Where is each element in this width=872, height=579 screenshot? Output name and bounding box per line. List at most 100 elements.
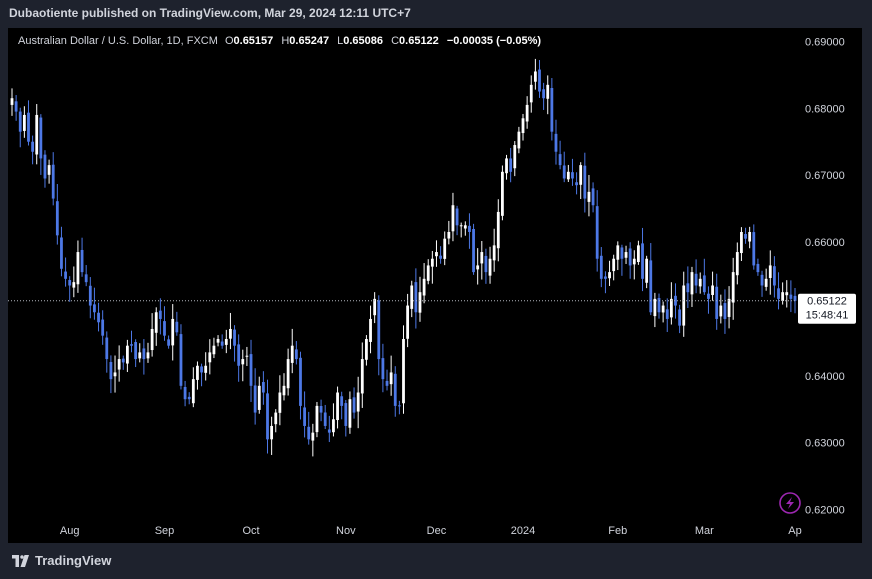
candle — [138, 343, 142, 363]
candle — [14, 95, 18, 121]
candle — [740, 227, 743, 262]
candle-body — [422, 278, 426, 296]
candle-body — [484, 255, 488, 273]
candle — [18, 107, 22, 148]
candle — [311, 423, 315, 457]
candle — [562, 151, 566, 183]
candle-body — [760, 274, 764, 286]
candle-body — [377, 300, 381, 360]
candle-body — [517, 131, 521, 149]
candle-body — [435, 252, 438, 257]
price-axis[interactable]: 0.690000.680000.670000.660000.650000.640… — [805, 36, 845, 516]
candle — [616, 241, 620, 271]
candle-body — [575, 182, 578, 186]
candle — [719, 294, 723, 324]
candle — [253, 368, 257, 425]
candle-body — [389, 372, 393, 385]
candle-body — [257, 385, 261, 410]
candle-body — [505, 158, 508, 174]
low-label: L — [337, 35, 344, 47]
change-value: −0.00035 (−0.05%) — [446, 35, 542, 47]
candle-body — [608, 272, 611, 279]
candle-body — [645, 258, 649, 283]
candle-body — [348, 399, 352, 428]
candle — [715, 273, 719, 330]
tradingview-brand[interactable]: TradingView — [12, 553, 111, 568]
candle — [72, 266, 76, 298]
candle — [257, 376, 261, 414]
candle-body — [43, 154, 47, 179]
candle-body — [674, 295, 677, 306]
candle — [711, 271, 714, 301]
candle — [509, 147, 513, 183]
candle — [645, 255, 649, 289]
time-tick-label: Feb — [608, 525, 627, 537]
candle-body — [492, 245, 496, 261]
candle — [451, 192, 455, 242]
chart-panel[interactable]: 0.690000.680000.670000.660000.650000.640… — [8, 28, 862, 543]
candle-body — [501, 171, 504, 216]
candle — [84, 265, 88, 287]
candle-body — [27, 112, 30, 142]
candle-body — [406, 305, 410, 339]
candle — [158, 298, 162, 335]
candle — [459, 222, 463, 238]
close-value: 0.65122 — [399, 35, 439, 47]
time-axis[interactable]: Aug Sep Oct Nov Dec 2024 Feb Mar Ap — [60, 525, 802, 537]
candle-body — [282, 385, 286, 396]
candle-body — [591, 188, 595, 206]
candle-body — [752, 232, 756, 266]
candle — [661, 301, 665, 323]
candle-body — [39, 117, 43, 159]
candle-body — [735, 252, 739, 276]
candle-body — [554, 133, 558, 152]
candle-body — [525, 104, 529, 122]
candle-body — [748, 231, 752, 242]
candle — [463, 221, 467, 236]
candle-body — [781, 292, 785, 301]
candle — [566, 164, 570, 182]
candle-body — [669, 298, 673, 318]
candle — [10, 88, 14, 116]
candle-body — [682, 285, 686, 326]
candle — [332, 403, 335, 437]
lightning-icon[interactable] — [779, 492, 801, 514]
candle-body — [76, 252, 80, 285]
candle — [365, 335, 368, 366]
symbol-description[interactable]: Australian Dollar / U.S. Dollar, 1D, FXC… — [18, 35, 218, 47]
candlestick-chart[interactable]: 0.690000.680000.670000.660000.650000.640… — [8, 28, 862, 543]
candle-body — [229, 328, 232, 339]
candle-body — [187, 396, 191, 400]
candle — [191, 367, 195, 408]
candle — [517, 126, 521, 154]
candle-body — [323, 412, 327, 426]
candle-body — [550, 88, 554, 132]
candle — [430, 250, 434, 284]
candle-body — [158, 310, 162, 319]
price-tick-label: 0.63000 — [805, 438, 845, 450]
candle — [261, 371, 265, 405]
candle-body — [661, 305, 665, 313]
candle-body — [125, 345, 129, 364]
candle-body — [571, 172, 574, 179]
time-tick-label: Oct — [242, 525, 259, 537]
candle — [529, 75, 533, 113]
candle — [97, 302, 100, 332]
candle — [340, 391, 344, 420]
candle — [484, 248, 488, 284]
candle-body — [171, 318, 175, 346]
time-tick-label: Sep — [155, 525, 175, 537]
candle — [575, 172, 578, 195]
candle — [154, 307, 158, 346]
candle — [397, 400, 401, 415]
candle — [468, 213, 471, 249]
candle — [546, 75, 550, 115]
candle — [348, 391, 352, 434]
candle — [608, 260, 611, 286]
candle — [599, 247, 603, 288]
candle-body — [274, 412, 278, 425]
candle-body — [727, 298, 731, 317]
price-tick-label: 0.68000 — [805, 103, 845, 115]
candle — [583, 152, 587, 213]
candle-body — [319, 406, 323, 413]
